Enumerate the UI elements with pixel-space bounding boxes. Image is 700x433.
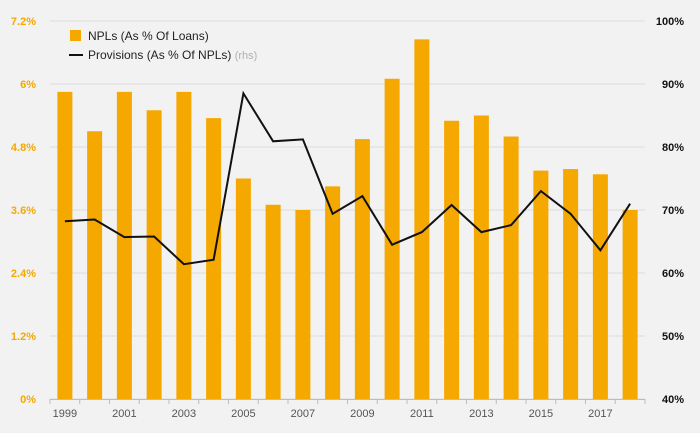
legend-label-provisions-name: Provisions (As % Of NPLs) <box>88 48 231 62</box>
left-tick-label: 0% <box>20 394 36 406</box>
x-tick-label: 1999 <box>53 408 77 420</box>
right-tick-label: 70% <box>662 205 684 217</box>
legend-label-provisions: Provisions (As % Of NPLs) (rhs) <box>88 48 257 62</box>
x-tick-label: 2011 <box>410 408 434 420</box>
legend-label-npl: NPLs (As % Of Loans) <box>88 29 209 43</box>
right-tick-label: 100% <box>656 16 684 28</box>
x-tick-label: 2003 <box>172 408 196 420</box>
npl-bar <box>414 39 430 399</box>
left-axis: 0% 1.2% 2.4% 3.6% 4.8% 6% 7.2% <box>11 16 36 406</box>
npl-bar <box>265 204 281 399</box>
npl-bar <box>473 115 489 399</box>
x-tick-label: 2017 <box>588 408 612 420</box>
legend-rhs-note: (rhs) <box>235 50 258 62</box>
x-tick-label: 2001 <box>112 408 136 420</box>
npl-bar <box>592 174 608 399</box>
npl-bar <box>444 120 460 399</box>
x-axis: 1999 2001 2003 2005 2007 2009 2011 2013 2015 2017 <box>49 399 646 420</box>
npl-bar <box>146 110 162 399</box>
legend-swatch-npl <box>70 30 81 41</box>
x-tick-label: 2009 <box>350 408 374 420</box>
legend: NPLs (As % Of Loans) Provisions (As % Of… <box>69 29 257 62</box>
npl-bar <box>503 136 519 399</box>
npl-bar <box>354 139 370 399</box>
npl-bar <box>533 170 549 399</box>
right-tick-label: 40% <box>662 394 684 406</box>
left-tick-label: 3.6% <box>11 205 36 217</box>
left-tick-label: 2.4% <box>11 268 36 280</box>
x-tick-label: 2013 <box>469 408 493 420</box>
npl-bar <box>295 210 311 399</box>
npl-bar <box>87 131 103 399</box>
x-tick-label: 2015 <box>529 408 553 420</box>
npl-bar <box>116 91 132 399</box>
gridlines <box>50 20 645 400</box>
left-tick-label: 6% <box>20 79 36 91</box>
right-tick-label: 80% <box>662 142 684 154</box>
left-tick-label: 7.2% <box>11 16 36 28</box>
right-axis: 40% 50% 60% 70% 80% 90% 100% <box>656 16 684 406</box>
provisions-line <box>64 90 631 266</box>
right-tick-label: 90% <box>662 79 684 91</box>
npl-bar <box>176 91 192 399</box>
x-tick-label: 2005 <box>231 408 255 420</box>
npl-bar <box>563 169 579 399</box>
left-tick-label: 4.8% <box>11 142 36 154</box>
left-tick-label: 1.2% <box>11 331 36 343</box>
right-tick-label: 50% <box>662 331 684 343</box>
npl-bars <box>57 39 638 399</box>
provisions-line-group <box>64 90 631 266</box>
right-tick-label: 60% <box>662 268 684 280</box>
npl-bar <box>57 91 73 399</box>
npl-bar <box>622 210 638 399</box>
npl-bar <box>235 178 251 399</box>
x-tick-label: 2007 <box>291 408 315 420</box>
npl-bar <box>325 186 341 399</box>
npl-bar <box>384 78 400 399</box>
